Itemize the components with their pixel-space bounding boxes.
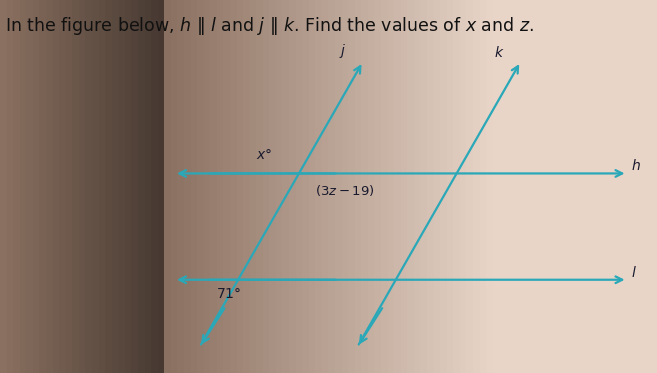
Text: $l$: $l$ (631, 265, 637, 280)
Text: $71°$: $71°$ (216, 287, 241, 301)
Text: $k$: $k$ (494, 45, 504, 60)
Text: In the figure below, $h$ $\|$ $l$ and $j$ $\|$ $k$. Find the values of $x$ and $: In the figure below, $h$ $\|$ $l$ and $j… (5, 15, 534, 37)
Text: $h$: $h$ (631, 159, 641, 173)
Text: $x°$: $x°$ (256, 148, 273, 162)
Text: $j$: $j$ (339, 42, 346, 60)
Text: $(3z - 19)$: $(3z - 19)$ (315, 183, 375, 198)
